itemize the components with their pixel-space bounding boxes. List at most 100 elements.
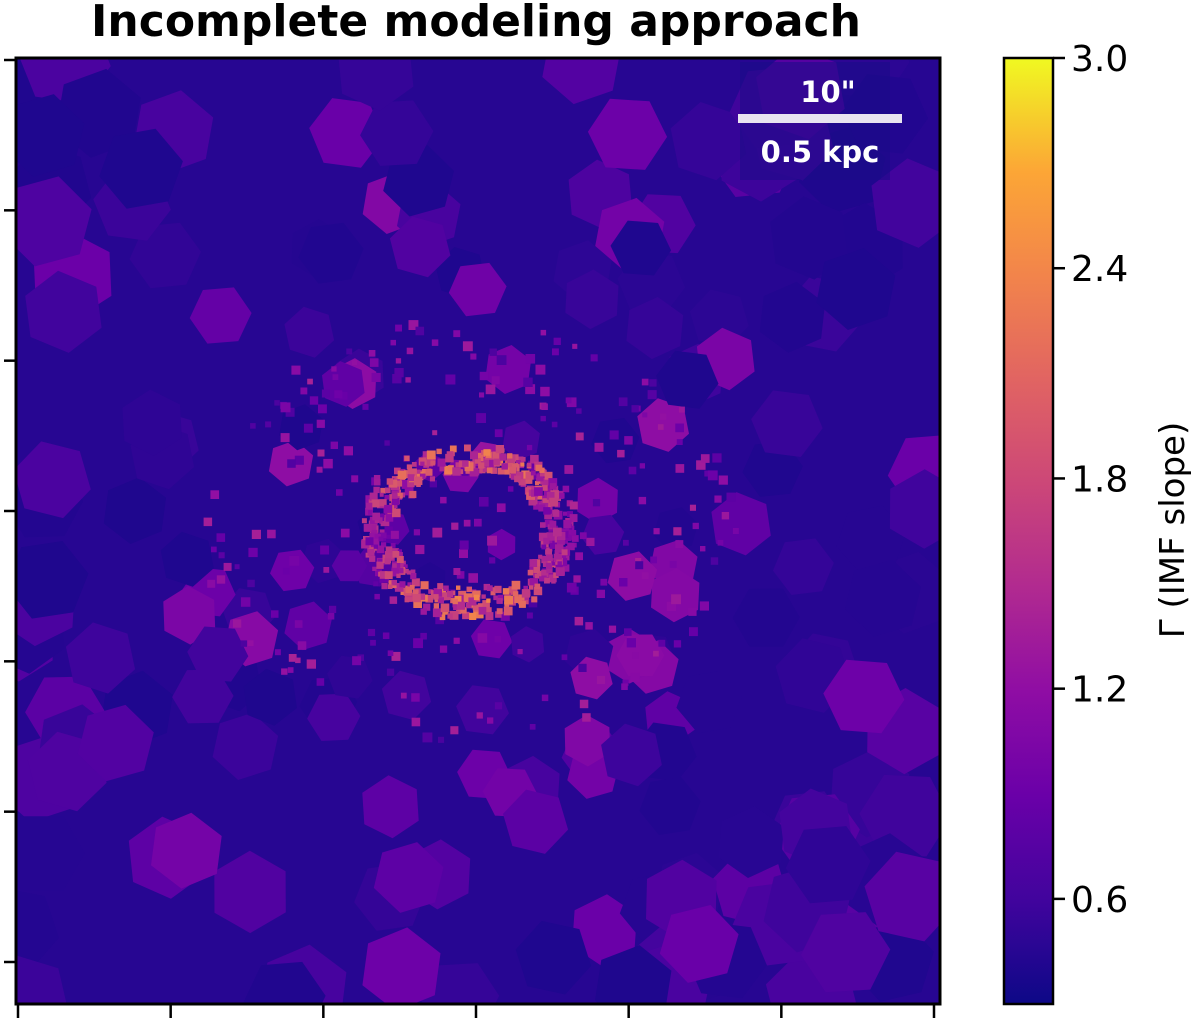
ring-bin [485, 612, 494, 620]
inner-bin [624, 628, 632, 636]
ring-bin [473, 594, 480, 601]
ring-bin [479, 466, 486, 474]
ring-bin [544, 511, 553, 520]
scale-bar-angular-label: 10" [800, 75, 855, 109]
voronoi-bin [338, 58, 414, 111]
ring-bin [384, 558, 391, 565]
plot-area [4, 56, 942, 1018]
voronoi-bin [470, 619, 513, 659]
ring-bin [468, 597, 477, 606]
inner-bin [496, 503, 506, 513]
voronoi-bin [823, 659, 905, 734]
inner-bin [479, 392, 485, 398]
inner-bin [476, 712, 483, 719]
voronoi-bin [16, 441, 91, 519]
inner-bin [575, 552, 583, 561]
ring-bin [379, 571, 388, 579]
ring-bin [529, 559, 538, 567]
ring-bin [379, 499, 387, 507]
inner-bin [463, 519, 471, 527]
ring-bin [496, 599, 501, 604]
inner-bin [600, 578, 608, 586]
inner-bin [535, 364, 546, 375]
inner-bin [321, 389, 330, 398]
ring-bin [374, 533, 382, 541]
inner-bin [485, 384, 496, 395]
ring-bin [478, 462, 485, 469]
ring-bin [391, 579, 397, 586]
ring-bin [524, 475, 533, 484]
ring-bin [423, 603, 431, 611]
voronoi-bin [564, 714, 610, 767]
inner-bin [306, 659, 316, 669]
inner-bin [638, 496, 647, 505]
ring-bin [552, 509, 560, 517]
voronoi-bin [676, 670, 743, 734]
ring-bin [553, 527, 562, 537]
inner-bin [439, 645, 448, 653]
inner-bin [566, 582, 577, 593]
inner-bin [251, 529, 261, 539]
ring-bin [431, 457, 436, 463]
ring-bin [516, 460, 525, 469]
ring-bin [525, 487, 532, 493]
ring-bin [513, 591, 519, 597]
ring-bin [412, 594, 421, 603]
ring-bin [439, 614, 446, 621]
ring-bin [533, 500, 543, 510]
ring-bin [518, 478, 526, 486]
inner-bin [210, 490, 220, 499]
ring-bin [538, 554, 543, 559]
inner-bin [373, 475, 381, 482]
inner-bin [394, 368, 404, 378]
scale-bar-line [738, 114, 902, 123]
ring-bin [394, 467, 401, 475]
ring-bin [562, 564, 570, 572]
inner-bin [432, 527, 443, 538]
ring-bin [453, 605, 458, 610]
ring-bin [517, 456, 524, 463]
inner-bin [291, 365, 301, 375]
inner-bin [650, 556, 657, 564]
ring-bin [478, 606, 487, 615]
ring-bin [370, 538, 380, 548]
ring-bin [462, 460, 469, 467]
ring-bin [394, 583, 404, 592]
ring-bin [369, 555, 376, 562]
inner-bin [320, 545, 330, 555]
inner-bin [203, 517, 213, 527]
ring-bin [494, 585, 502, 594]
voronoi-bin [16, 890, 59, 971]
ring-bin [493, 458, 500, 466]
inner-bin [316, 466, 323, 473]
voronoi-bin [565, 269, 619, 330]
ring-bin [548, 574, 557, 583]
ring-bin [386, 478, 394, 485]
inner-bin [621, 683, 628, 690]
ring-bin [437, 597, 444, 604]
ring-bin [385, 514, 394, 522]
voronoi-bin [307, 693, 361, 741]
ring-bin [381, 582, 388, 590]
inner-bin [462, 469, 469, 476]
ring-bin [384, 526, 393, 535]
ring-bin [396, 480, 403, 487]
inner-bin [453, 637, 460, 644]
ring-bin [533, 586, 543, 596]
ring-bin [535, 493, 543, 500]
ring-bin [430, 460, 436, 466]
ring-bin [427, 468, 432, 473]
ring-bin [546, 532, 555, 541]
ring-bin [481, 594, 486, 599]
ring-bin [542, 485, 548, 491]
voronoi-bin [732, 588, 800, 647]
inner-bin [295, 657, 301, 664]
inner-bin [459, 549, 468, 558]
inner-bin [673, 527, 682, 536]
inner-bin [400, 692, 407, 699]
inner-bin [247, 579, 255, 588]
inner-bin [540, 415, 546, 422]
inner-bin [692, 522, 699, 530]
inner-bin [247, 640, 254, 646]
voronoi-bin [214, 850, 286, 934]
